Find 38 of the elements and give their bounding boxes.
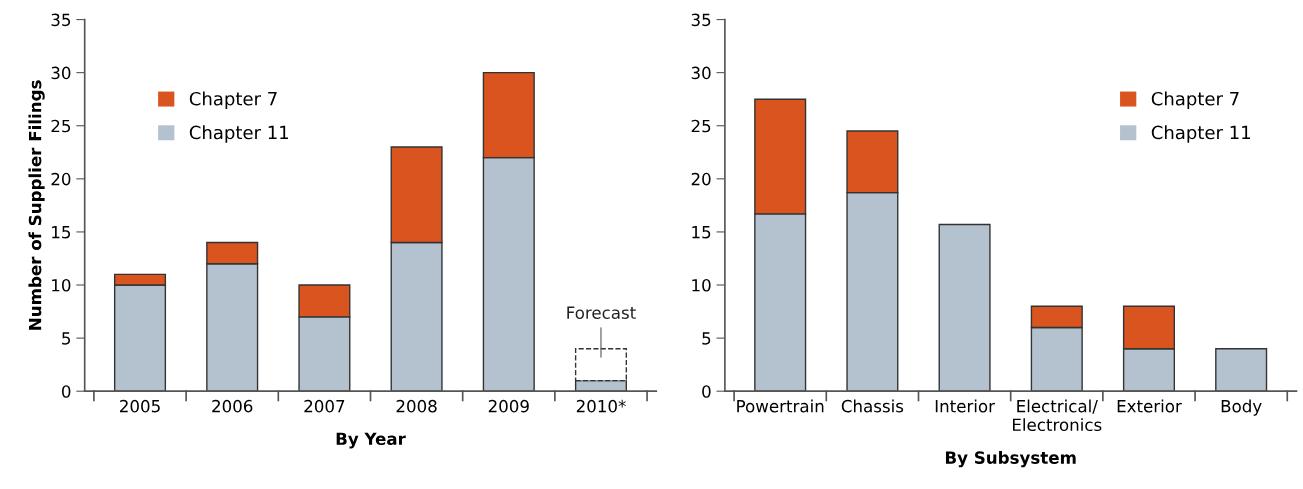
y-tick-label: 20 <box>691 172 711 186</box>
y-tick-label: 15 <box>52 226 71 239</box>
x-tick-label: Exterior <box>1117 399 1182 413</box>
y-tick-label: 35 <box>691 13 711 27</box>
legend-label: Chapter 7 <box>1151 91 1239 110</box>
x-tick-label: 2010* <box>576 399 626 413</box>
y-tick-label: 30 <box>691 66 711 80</box>
y-tick-label: 5 <box>702 332 711 345</box>
x-axis-title: By Subsystem <box>945 450 1076 468</box>
legend-label: Chapter 11 <box>189 125 289 143</box>
y-tick-label: 5 <box>62 332 71 345</box>
x-tick-label: 2005 <box>120 399 160 413</box>
x-tick-label: 2009 <box>488 399 529 413</box>
legend-label: Chapter 11 <box>1151 125 1250 143</box>
y-tick-label: 10 <box>692 278 711 292</box>
y-tick-label: 15 <box>692 226 711 239</box>
x-tick-label: 2006 <box>212 399 253 413</box>
x-tick-label: Powertrain <box>737 399 824 413</box>
x-tick-label: 2007 <box>304 399 345 413</box>
series-label: Forecast <box>567 306 636 319</box>
y-tick-label: 30 <box>51 66 71 80</box>
y-tick-label: 25 <box>691 119 711 133</box>
x-tick-label: Electrical/ Electronics <box>1013 399 1102 432</box>
y-tick-label: 0 <box>702 385 711 398</box>
legend-label: Chapter 7 <box>189 91 277 110</box>
x-tick-label: Body <box>1221 399 1262 416</box>
x-tick-label: 2008 <box>396 399 437 413</box>
y-tick-label: 0 <box>62 385 71 398</box>
x-tick-label: Chassis <box>841 399 904 413</box>
y-tick-label: 10 <box>52 278 71 292</box>
x-axis-title: By Year <box>336 432 406 449</box>
bar <box>938 223 991 392</box>
bar <box>1215 348 1268 392</box>
y-tick-label: 20 <box>51 172 71 186</box>
y-tick-label: 25 <box>51 119 71 133</box>
x-tick-label: Interior <box>935 399 995 413</box>
y-axis-title: Number of Supplier Filings <box>28 80 45 330</box>
y-tick-label: 35 <box>51 13 71 27</box>
